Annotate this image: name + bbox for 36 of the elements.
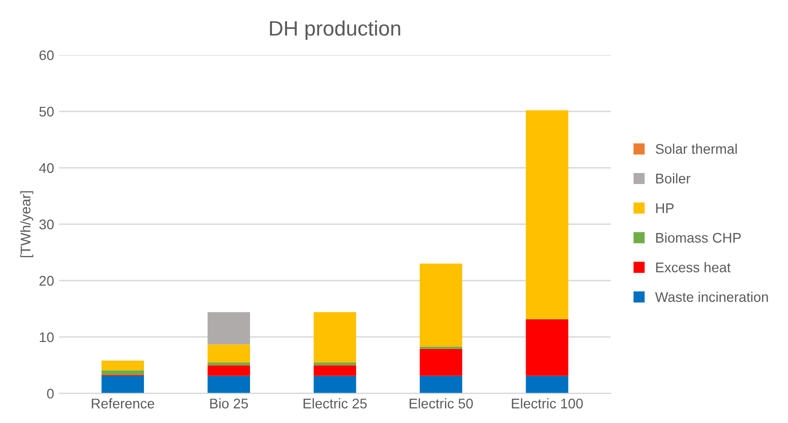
legend-label: Biomass CHP [656, 232, 741, 243]
bar [314, 376, 356, 394]
legend-label: HP [656, 203, 674, 213]
chart-title: DH production [270, 20, 400, 40]
y-tick-label: 40 [39, 163, 54, 173]
y-tick-label: 10 [40, 332, 54, 342]
x-tick-label: Electric 50 [410, 398, 473, 408]
y-tick-label: 0 [47, 388, 54, 399]
legend-label: Excess heat [656, 262, 731, 272]
y-tick-label: 30 [39, 220, 54, 230]
x-tick-label: Electric 25 [304, 398, 367, 408]
bar [420, 264, 462, 347]
y-tick-label: 50 [39, 106, 54, 117]
bar [526, 110, 568, 319]
legend-label: Boiler [656, 173, 690, 184]
bar [208, 344, 250, 362]
legend-label: Waste incineration [655, 292, 768, 302]
bar [420, 348, 462, 376]
bar [420, 376, 462, 394]
x-tick-label: Reference [92, 398, 154, 408]
bar [208, 376, 250, 394]
y-axis-title: [TWh/year] [20, 191, 34, 258]
bar [102, 376, 144, 394]
legend-label: Solar thermal [656, 144, 737, 154]
bar [208, 365, 250, 376]
bar [208, 312, 250, 344]
bar [314, 312, 356, 362]
y-tick-label: 60 [39, 50, 54, 60]
x-tick-label: Bio 25 [210, 398, 248, 408]
bar [102, 370, 144, 375]
bar [102, 360, 144, 370]
bar [526, 376, 568, 394]
y-tick-label: 20 [39, 276, 54, 286]
x-tick-label: Electric 100 [512, 398, 583, 408]
bar [526, 320, 568, 376]
bar [314, 365, 356, 376]
